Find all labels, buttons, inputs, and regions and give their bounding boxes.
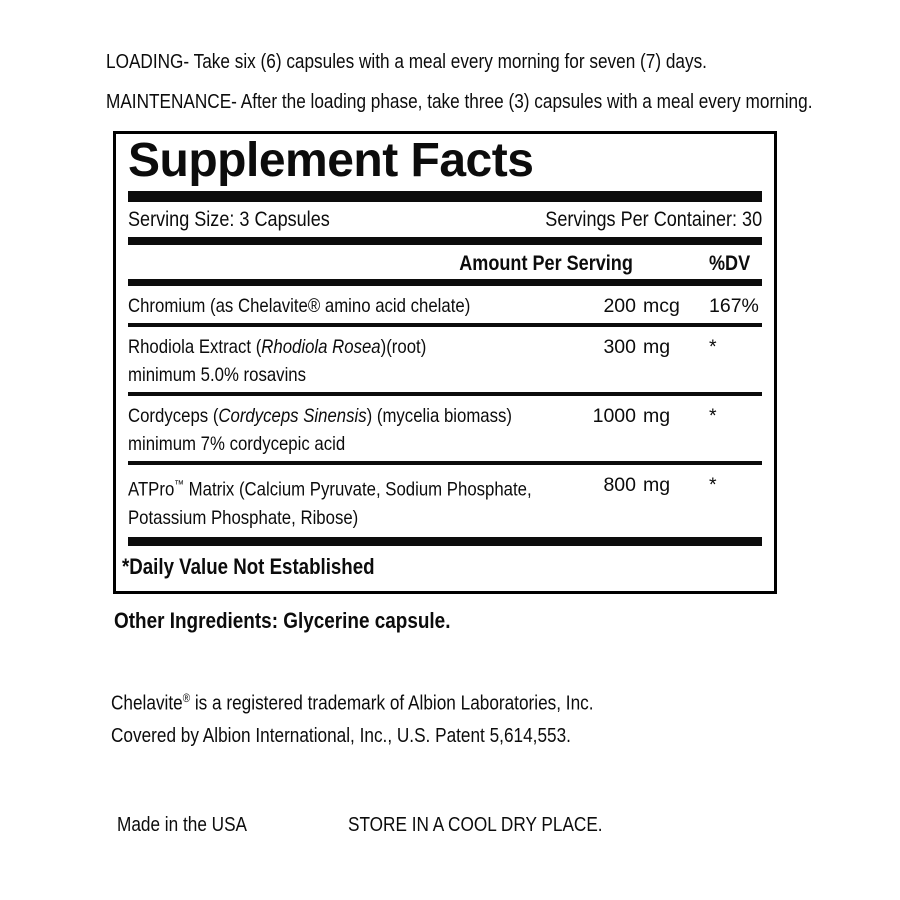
trademark-symbol: ™	[174, 479, 185, 491]
daily-value-footnote: *Daily Value Not Established	[122, 553, 375, 579]
supplement-facts-panel: Supplement Facts Serving Size: 3 Capsule…	[113, 131, 777, 594]
header-divider-bar	[128, 279, 762, 286]
ingredient-name: Cordyceps (Cordyceps Sinensis) (mycelia …	[128, 402, 587, 458]
ingredient-row-cordyceps: Cordyceps (Cordyceps Sinensis) (mycelia …	[128, 396, 762, 465]
ingredient-dv: *	[709, 405, 717, 427]
amount-per-serving-header: Amount Per Serving	[459, 252, 633, 275]
ingredient-amount: 300 mg	[603, 336, 671, 358]
ingredient-row-atpro-matrix: ATPro™ Matrix (Calcium Pyruvate, Sodium …	[128, 465, 762, 537]
ingredient-detail: minimum 5.0% rosavins	[128, 364, 307, 386]
maintenance-directions: MAINTENANCE- After the loading phase, ta…	[106, 91, 813, 113]
dv-header: %DV	[709, 252, 751, 275]
other-ingredients: Other Ingredients: Glycerine capsule.	[114, 608, 451, 633]
trademark-notice: Chelavite® is a registered trademark of …	[111, 686, 672, 755]
storage-instructions: STORE IN A COOL DRY PLACE.	[348, 814, 603, 836]
ingredient-detail: Potassium Phosphate, Ribose)	[128, 506, 359, 529]
ingredient-row-rhodiola: Rhodiola Extract (Rhodiola Rosea)(root) …	[128, 327, 762, 396]
ingredient-amount: 1000 mg	[592, 405, 671, 427]
registered-symbol: ®	[182, 692, 191, 705]
ingredient-dv: *	[709, 474, 717, 496]
ingredient-name: ATPro™ Matrix (Calcium Pyruvate, Sodium …	[128, 471, 587, 532]
title-divider-bar	[128, 191, 762, 202]
loading-directions: LOADING- Take six (6) capsules with a me…	[106, 51, 707, 73]
made-in-usa: Made in the USA	[117, 814, 248, 836]
serving-divider-bar	[128, 237, 762, 245]
servings-per-container: Servings Per Container: 30	[545, 208, 762, 231]
ingredient-amount: 800 mg	[603, 474, 671, 496]
serving-row: Serving Size: 3 Capsules Servings Per Co…	[128, 207, 762, 233]
footnote-divider-bar	[128, 536, 762, 546]
trademark-line-2: Covered by Albion International, Inc., U…	[111, 724, 571, 747]
directions-block: LOADING- Take six (6) capsules with a me…	[106, 49, 900, 129]
column-header-row: Amount Per Serving %DV	[128, 245, 762, 275]
ingredient-dv: *	[709, 336, 717, 358]
ingredient-name: Chromium (as Chelavite® amino acid chela…	[128, 295, 471, 317]
ingredient-row-chromium: Chromium (as Chelavite® amino acid chela…	[128, 286, 762, 327]
panel-title: Supplement Facts	[128, 134, 534, 187]
ingredient-amount: 200 mcg	[603, 295, 680, 317]
ingredient-name: Rhodiola Extract (Rhodiola Rosea)(root) …	[128, 333, 587, 389]
ingredient-detail: minimum 7% cordycepic acid	[128, 433, 346, 455]
trademark-line-1: Chelavite® is a registered trademark of …	[111, 692, 594, 715]
serving-size: Serving Size: 3 Capsules	[128, 208, 330, 231]
ingredient-dv: 167%	[709, 295, 759, 317]
